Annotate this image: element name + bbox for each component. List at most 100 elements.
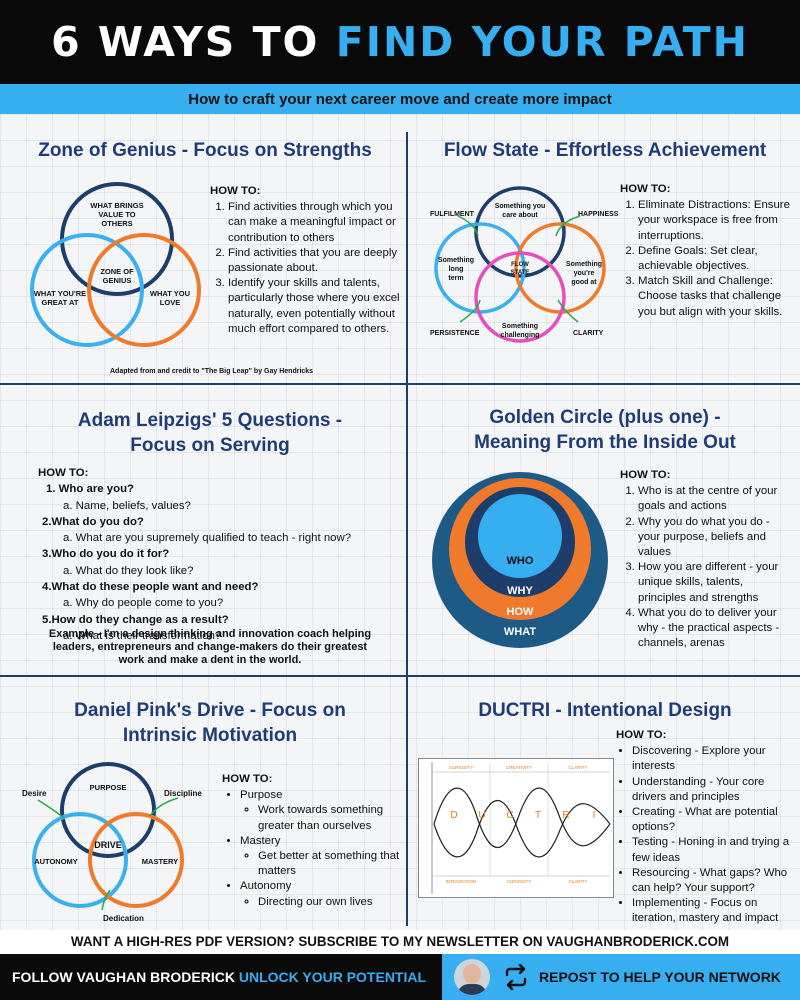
pink-item-autonomy-sub: Directing our own lives xyxy=(258,895,402,910)
flow-venn-diagram: Something you care about Something long … xyxy=(434,186,606,343)
question-2: 2.What do you do? xyxy=(42,515,144,528)
ductri-title: DUCTRI - Intentional Design xyxy=(478,700,732,721)
question-4: 4.What do these people want and need? xyxy=(42,581,259,594)
leipzig-questions: HOW TO: 1. Who are you? a. Name, beliefs… xyxy=(38,465,351,644)
flow-center-label-2: STATE xyxy=(511,270,530,276)
golden-circle-diagram: WHO WHY HOW WHAT xyxy=(432,472,608,648)
zone-top-label-3: OTHERS xyxy=(101,219,132,228)
leipzig-title-line-2: Focus on Serving xyxy=(130,435,290,456)
golden-step-1: Who is at the centre of your goals and a… xyxy=(638,484,792,514)
flow-circle-goodat xyxy=(514,222,606,314)
question-1: 1. Who are you? xyxy=(46,483,134,496)
ductri-howto: HOW TO: Discovering - Explore your inter… xyxy=(616,728,794,927)
ductri-letter-c: C xyxy=(506,810,513,821)
pink-arrow-desire xyxy=(37,799,65,819)
ductri-item-5: Resourcing - What gaps? Who can help? Yo… xyxy=(632,866,794,896)
ductri-letter-d: D xyxy=(450,810,457,821)
title-part-blue: FIND YOUR PATH xyxy=(335,18,749,66)
ductri-top-label-3: CLARITY xyxy=(568,765,587,770)
flow-left-label-2: long xyxy=(449,266,464,273)
ductri-letter-t: T xyxy=(535,810,541,821)
footer-bar: FOLLOW VAUGHAN BRODERICK UNLOCK YOUR POT… xyxy=(0,954,800,1000)
zone-top-label-2: VALUE TO xyxy=(98,210,135,219)
pink-circle-autonomy xyxy=(32,812,128,908)
leipzig-title-line-1: Adam Leipzigs' 5 Questions - xyxy=(77,410,343,431)
ductri-wave-top xyxy=(433,787,611,848)
pink-howto: HOW TO: Purpose Work towards something g… xyxy=(222,772,402,910)
repost-icon[interactable] xyxy=(502,963,530,991)
zone-venn-diagram: WHAT BRINGS VALUE TO OTHERS WHAT YOU'RE … xyxy=(30,182,201,347)
pink-circle-purpose xyxy=(60,762,156,858)
pink-label-purpose: PURPOSE xyxy=(90,783,127,792)
ductri-frame xyxy=(418,758,614,898)
ductri-item-3: Creating - What are potential options? xyxy=(632,805,794,835)
zone-top-label-1: WHAT BRINGS xyxy=(90,201,143,210)
flow-bottom-label-2: challenging xyxy=(501,332,540,339)
leipzig-howto-label: HOW TO: xyxy=(38,467,89,479)
question-5-sub: a. What is their transformation? xyxy=(63,629,222,642)
pink-tag-discipline: Discipline xyxy=(164,789,202,798)
ductri-item-1: Discovering - Explore your interests xyxy=(632,744,794,774)
flow-howto-label: HOW TO: xyxy=(620,183,671,195)
venn-circle-great xyxy=(30,233,144,347)
ring-label-who: WHO xyxy=(507,555,534,567)
flow-arrow-fulfilment xyxy=(457,215,479,237)
pink-item-autonomy: Autonomy Directing our own lives xyxy=(240,879,402,909)
ductri-letter-u: U xyxy=(478,810,485,821)
flow-howto: HOW TO: Eliminate Distractions: Ensure y… xyxy=(620,182,792,320)
golden-step-3: How you are different - your unique skil… xyxy=(638,560,792,606)
pink-label-drive: DRIVE xyxy=(94,840,122,850)
ductri-top-label-2: CREATIVITY xyxy=(506,765,532,770)
pink-item-mastery: Mastery Get better at something that mat… xyxy=(240,834,402,880)
leipzig-example: Example - I'm a design thinking and inno… xyxy=(48,628,372,666)
footer-follow[interactable]: FOLLOW VAUGHAN BRODERICK UNLOCK YOUR POT… xyxy=(12,954,426,1000)
pink-tag-dedication: Dedication xyxy=(103,914,144,923)
flow-bottom-label-1: Something xyxy=(502,323,538,330)
zone-step-2: Find activities that you are deeply pass… xyxy=(228,246,400,276)
golden-howto: HOW TO: Who is at the centre of your goa… xyxy=(620,468,792,651)
grid-paper-background xyxy=(0,114,800,930)
pink-item-purpose: Purpose Work towards something greater t… xyxy=(240,788,402,834)
flow-right-label-2: you're xyxy=(574,270,595,277)
ductri-letter-i: I xyxy=(593,810,596,821)
question-5: 5.How do they change as a result? xyxy=(42,613,229,626)
ductri-letter-r: R xyxy=(562,810,569,821)
flow-step-1: Eliminate Distractions: Ensure your work… xyxy=(638,198,792,244)
pink-circle-mastery xyxy=(88,812,184,908)
zone-credit: Adapted from and credit to "The Big Leap… xyxy=(110,368,314,375)
footer-unlock-text: UNLOCK YOUR POTENTIAL xyxy=(238,969,427,985)
flow-tag-persistence: PERSISTENCE xyxy=(430,330,480,337)
ring-label-how: HOW xyxy=(507,606,535,618)
ductri-howto-label: HOW TO: xyxy=(616,729,667,741)
ductri-wave-bottom xyxy=(433,800,611,858)
pink-venn-diagram: PURPOSE AUTONOMY MASTERY DRIVE xyxy=(32,762,184,911)
question-3-sub: a. What do they look like? xyxy=(63,564,194,577)
flow-arrow-persistence xyxy=(459,299,481,323)
pink-howto-label: HOW TO: xyxy=(222,773,273,785)
ductri-bottom-label-2: CURIOSITY xyxy=(507,879,532,884)
ring-who xyxy=(478,494,562,578)
pink-title: Daniel Pink's Drive - Focus on Intrinsic… xyxy=(20,698,400,748)
page-subtitle: How to craft your next career move and c… xyxy=(188,90,612,108)
repost-panel[interactable]: REPOST TO HELP YOUR NETWORK xyxy=(442,954,800,1000)
pink-arrow-dedication xyxy=(101,889,111,911)
zone-center-label-1: ZONE OF xyxy=(100,267,134,276)
flow-tag-clarity: CLARITY xyxy=(573,330,604,337)
flow-arrow-happiness xyxy=(555,215,581,237)
flow-center-label-1: FLOW xyxy=(511,262,529,268)
flow-arrow-clarity xyxy=(557,299,579,323)
ductri-item-6: Implementing - Focus on iteration, maste… xyxy=(632,896,794,926)
ductri-top-label-1: CURIOSITY xyxy=(449,765,474,770)
zone-step-3: Identify your skills and talents, partic… xyxy=(228,276,400,337)
question-3: 3.Who do you do it for? xyxy=(42,548,170,561)
newsletter-cta[interactable]: WANT A HIGH-RES PDF VERSION? SUBSCRIBE T… xyxy=(0,930,800,954)
golden-step-4: What you do to deliver your why - the pr… xyxy=(638,606,792,652)
zone-right-label-1: WHAT YOU xyxy=(150,289,190,298)
zone-left-label-2: GREAT AT xyxy=(42,298,79,307)
title-bar: 6 WAYS TO FIND YOUR PATH xyxy=(0,0,800,84)
subtitle-bar: How to craft your next career move and c… xyxy=(0,84,800,114)
footer-follow-text: FOLLOW VAUGHAN BRODERICK xyxy=(12,969,235,985)
question-4-sub: a. Why do people come to you? xyxy=(63,597,224,610)
pink-item-purpose-sub: Work towards something greater than ours… xyxy=(258,803,402,833)
pink-tag-desire: Desire xyxy=(22,789,47,798)
